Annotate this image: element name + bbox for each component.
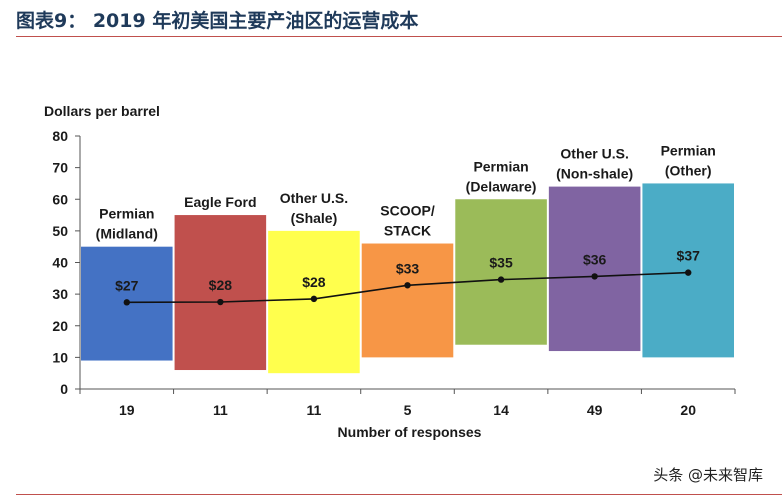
range-bar [361,243,454,358]
average-value-label: $36 [583,251,607,267]
average-cost-point [404,282,411,289]
y-tick-label: 30 [52,286,68,302]
watermark: 头条 @未来智库 [653,466,763,484]
y-tick-label: 20 [52,318,68,334]
range-bar [455,199,547,345]
bar-category-label: Permian [99,206,154,222]
bar-category-label: Other U.S. [560,146,628,162]
y-tick-label: 50 [52,223,68,239]
bar-category-label: STACK [384,223,431,239]
y-tick-label: 70 [52,160,68,176]
range-bar [174,215,267,371]
bar-category-label: Permian [661,142,716,158]
average-value-label: $28 [209,277,233,293]
figure-title: 图表9： 2019 年初美国主要产油区的运营成本 [16,10,419,32]
x-tick-label: 14 [493,402,509,418]
x-tick-label: 11 [307,402,322,418]
bar-category-label: (Midland) [96,226,158,242]
y-tick-label: 80 [52,128,68,144]
x-tick-label: 49 [587,402,603,418]
average-value-label: $37 [677,248,701,264]
y-tick-label: 10 [52,349,68,365]
average-cost-point [591,273,598,280]
average-cost-point [123,299,130,306]
x-axis-title: Number of responses [338,424,482,440]
average-cost-point [685,269,692,276]
bar-category-label: Eagle Ford [184,194,256,210]
bar-category-label: (Delaware) [466,178,537,194]
average-value-label: $27 [115,277,139,293]
x-tick-label: 5 [404,402,412,418]
bar-category-label: Permian [473,158,528,174]
y-tick-label: 60 [52,191,68,207]
bar-category-label: SCOOP/ [380,203,435,219]
average-value-label: $33 [396,260,420,276]
average-value-label: $35 [489,255,513,271]
footer-divider [16,494,782,495]
average-cost-point [310,295,318,303]
average-value-label: $28 [302,274,326,290]
bar-category-label: (Other) [665,162,712,178]
bar-category-label: (Shale) [291,210,338,226]
y-tick-label: 40 [52,255,68,271]
title-divider [16,36,782,37]
y-tick-label: 0 [60,381,68,397]
bar-category-label: (Non-shale) [556,166,633,182]
x-tick-label: 20 [680,402,696,418]
x-tick-label: 11 [213,402,228,418]
average-cost-point [217,298,224,306]
range-bar [548,186,641,352]
y-axis-title: Dollars per barrel [44,103,160,119]
average-cost-point [497,276,505,283]
bar-category-label: Other U.S. [280,190,348,206]
x-tick-label: 19 [119,402,135,418]
